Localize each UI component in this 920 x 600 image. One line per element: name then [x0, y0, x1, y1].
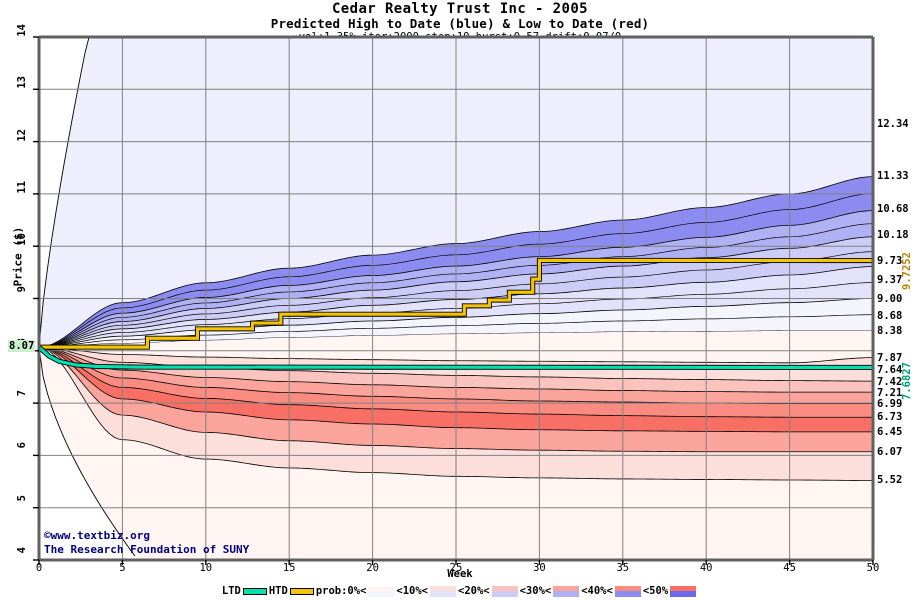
legend-prob-label: <30%< — [519, 585, 552, 597]
organization-line: The Research Foundation of SUNY — [44, 543, 250, 556]
legend-prob-swatch — [553, 585, 580, 597]
y-tick-label: 9 — [16, 285, 28, 292]
x-tick-label: 45 — [783, 562, 796, 574]
right-value-label: 12.34 — [877, 118, 909, 130]
right-value-label: 6.45 — [877, 426, 903, 438]
right-value-label: 6.07 — [877, 446, 903, 458]
right-value-label: 6.73 — [877, 411, 903, 423]
right-value-label: 7.21 — [877, 387, 903, 399]
y-tick-label: 7 — [16, 390, 28, 397]
x-tick-label: 20 — [366, 562, 379, 574]
right-value-label: 7.64 — [877, 364, 903, 376]
x-axis-title: Week — [447, 568, 473, 580]
right-value-label: 5.52 — [877, 474, 903, 486]
y-tick-label: 5 — [16, 494, 28, 502]
right-value-label: 9.73 — [877, 255, 903, 267]
x-tick-label: 40 — [699, 562, 713, 574]
x-tick-label: 10 — [199, 562, 213, 574]
legend-prob-swatch — [368, 585, 395, 597]
y-tick-label: 6 — [16, 442, 28, 449]
right-value-label: 10.18 — [877, 229, 909, 241]
legend-prob-swatch — [614, 585, 641, 597]
right-value-label: 8.38 — [877, 325, 903, 337]
x-tick-label: 50 — [866, 562, 880, 574]
chart-subtitle: Predicted High to Date (blue) & Low to D… — [270, 16, 650, 31]
x-tick-label: 5 — [119, 562, 126, 574]
right-value-label: 10.68 — [877, 203, 909, 215]
right-value-label: 6.99 — [877, 398, 903, 410]
ltd-final-value-label: 7.6827 — [901, 362, 913, 400]
x-tick-label: 15 — [282, 562, 296, 574]
legend-ltd-swatch — [242, 587, 267, 595]
y-tick-label: 11 — [16, 180, 28, 194]
legend-prob-swatch — [491, 585, 518, 597]
right-value-label: 11.33 — [877, 170, 909, 182]
ltd-series-line — [37, 345, 874, 369]
chart-title: Cedar Realty Trust Inc - 2005 — [331, 1, 589, 17]
right-value-label: 7.42 — [877, 376, 903, 388]
legend-prob-swatch — [670, 585, 697, 597]
legend-prob-label: <20%< — [458, 585, 490, 597]
right-value-label: 8.68 — [877, 310, 903, 322]
chart-legend: LTD HTD prob:0%< <10%< <20%< <30%< <40%< <50% — [0, 585, 920, 597]
htd-series-line — [39, 258, 874, 349]
legend-htd-label: HTD — [268, 585, 288, 597]
legend-htd-swatch — [289, 587, 314, 595]
legend-prob-label: prob:0%< — [315, 585, 367, 597]
right-value-label: 9.37 — [877, 274, 903, 286]
htd-final-value-label: 9.7252 — [901, 252, 913, 290]
y-tick-label: 10 — [16, 233, 28, 246]
right-value-label: 7.87 — [877, 352, 903, 364]
legend-prob-label: <50% — [642, 585, 669, 597]
legend-ltd-label: LTD — [221, 585, 241, 597]
copyright-line: ©www.textbiz.org — [44, 529, 150, 542]
y-tick-label: 14 — [16, 24, 28, 37]
legend-prob-swatch — [430, 585, 456, 597]
x-tick-label: 35 — [616, 562, 630, 574]
legend-prob-label: <40%< — [581, 585, 613, 597]
x-tick-label: 30 — [533, 562, 546, 574]
y-tick-label: 13 — [16, 76, 28, 89]
x-tick-label: 25 — [449, 562, 463, 574]
legend-prob-label: <10%< — [396, 585, 428, 597]
x-tick-label: 0 — [35, 562, 43, 574]
y-tick-label: 12 — [16, 128, 28, 142]
right-value-label: 9.00 — [877, 293, 903, 305]
start-price-label: 8.07 — [8, 340, 36, 353]
